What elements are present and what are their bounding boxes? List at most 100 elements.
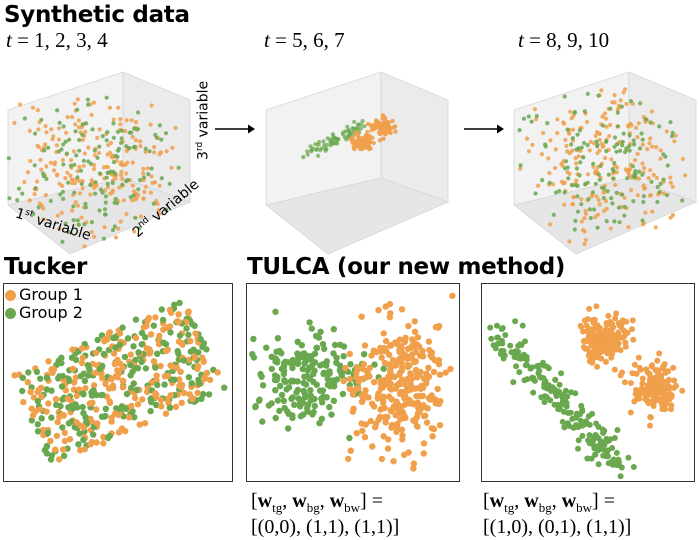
tucker-point-1-116 [152,364,159,371]
tucker-point-1-113 [118,403,126,410]
tulca-a-point-0-218 [396,369,404,377]
cube-t8-10-point-0-69 [582,216,587,221]
tucker-point-1-129 [81,377,89,385]
tucker-point-1-38 [48,387,55,394]
cube-t1-4-point-1-72 [74,153,79,158]
tucker-point-0-95 [194,389,201,397]
cube-t1-4-point-1-132 [153,132,158,137]
tulca-b-point-1-124 [630,464,637,470]
tulca-a-point-1-194 [304,401,312,408]
tucker-point-0-49 [201,375,209,382]
cube-t1-4-point-1-130 [66,180,71,185]
tulca-a-point-0-241 [380,433,387,440]
tulca-a-point-0-206 [411,340,418,347]
cube-t8-10-point-1-95 [657,190,662,195]
cube-t1-4-point-1-29 [103,194,109,199]
cube-t8-10-point-1-130 [562,190,567,195]
cube-t8-10-point-1-135 [582,109,587,114]
cube-t8-10-point-1-67 [615,110,620,115]
tucker-point-0-3 [187,337,194,345]
cube-t8-10-point-1-43 [639,131,644,136]
tulca-a-point-0-246 [372,420,380,427]
cube-t1-4-point-0-41 [35,143,40,148]
tulca-a-point-0-135 [419,347,426,354]
cube-t5-7-point-0-135 [377,120,382,126]
tucker-point-0-15 [152,314,159,321]
tulca-b-point-1-113 [625,454,632,461]
cube-t8-10-point-0-180 [615,107,620,112]
tucker-point-1-238 [59,372,66,380]
cube-t1-4-point-0-174 [101,165,106,170]
tucker-point-1-91 [154,381,161,389]
cube-t1-4-point-0-173 [94,183,99,188]
cube-t8-10-point-1-99 [633,172,638,177]
cube-t8-10-point-1-82 [543,142,548,147]
tucker-point-0-16 [157,396,165,404]
cube-t8-10-point-0-68 [585,172,591,177]
cube-t8-10-point-1-47 [518,163,523,168]
cube-t1-4-point-1-89 [102,212,108,217]
tulca-a-point-0-106 [408,375,415,383]
tulca-a-point-0-215 [398,426,406,433]
tulca-b-point-0-224 [602,338,609,345]
cube-t8-10-point-1-59 [570,136,575,141]
tulca-a-point-0-113 [411,358,418,366]
tulca-a-point-0-154 [430,425,438,433]
tulca-b-point-1-134 [600,430,607,436]
cube-t1-4-point-0-133 [156,208,161,213]
cube-t1-4-point-0-74 [133,120,139,125]
legend: Group 1 Group 2 [5,287,83,321]
cube-t1-4-point-0-188 [75,203,80,208]
cube-t8-10-point-0-31 [567,239,572,244]
cube-t1-4-point-1-91 [77,137,82,143]
tulca-a-point-1-2 [321,345,328,353]
cube-t1-4-point-1-113 [61,124,66,129]
tulca-a-point-1-141 [308,352,315,360]
tulca-b-point-0-227 [665,377,672,384]
cube-t8-10-point-0-164 [607,134,612,139]
cube-t1-4-point-0-146 [173,125,178,130]
tucker-point-0-197 [164,372,172,380]
tulca-a-point-0-77 [394,420,401,428]
tulca-a-point-0-16 [382,337,390,345]
cube-t8-10-point-1-9 [597,177,602,182]
tulca-a-point-1-123 [288,377,296,384]
tulca-b-point-0-229 [633,386,640,393]
cube-t8-10-point-1-117 [570,183,575,188]
tulca-a-point-0-103 [353,430,360,437]
cube-t1-4-point-0-185 [155,201,160,206]
tucker-point-1-126 [183,325,190,332]
cube-t1-4-point-0-95 [80,137,85,142]
tucker-point-0-28 [92,349,100,357]
cube-t1-4-point-1-59 [61,162,66,167]
tucker-point-0-13 [111,360,119,368]
cube-t1-4-point-0-13 [70,115,75,120]
tucker-point-1-150 [66,377,73,384]
cube-t1-4-point-0-118 [130,134,135,140]
cube-t5-7-point-0-141 [377,131,383,137]
tucker-point-0-108 [64,395,71,402]
tucker-point-0-151 [119,377,126,384]
synthetic-data-heading: Synthetic data [4,2,190,28]
tucker-point-0-123 [115,429,123,436]
tulca-a-point-1-120 [326,403,333,411]
cube-t1-4-point-1-120 [101,236,106,241]
tucker-point-1-21 [33,368,41,376]
cube-t8-10-point-0-81 [635,193,640,198]
tulca-a-point-0-196 [382,303,389,310]
tucker-point-0-61 [136,421,143,428]
tulca-b-point-0-266 [589,359,596,366]
tucker-point-1-28 [133,386,141,393]
tucker-point-0-133 [106,398,113,405]
cube-t8-10-point-1-29 [601,196,606,201]
tulca-a-point-0-298 [392,339,399,346]
tulca-a-point-1-116 [315,334,323,341]
cube-t1-4-point-1-26 [72,190,77,195]
cube-t8-10-point-0-72 [570,127,576,132]
cube-t1-4-point-1-56 [86,159,91,164]
cube-t1-4-point-1-43 [149,166,154,171]
tulca-a-point-0-278 [387,364,395,371]
weights-formula-a-line1: [wtg, wbg, wbw] = [251,490,383,515]
tulca-b-point-1-177 [516,353,523,360]
tulca-b-point-1-174 [595,461,602,468]
